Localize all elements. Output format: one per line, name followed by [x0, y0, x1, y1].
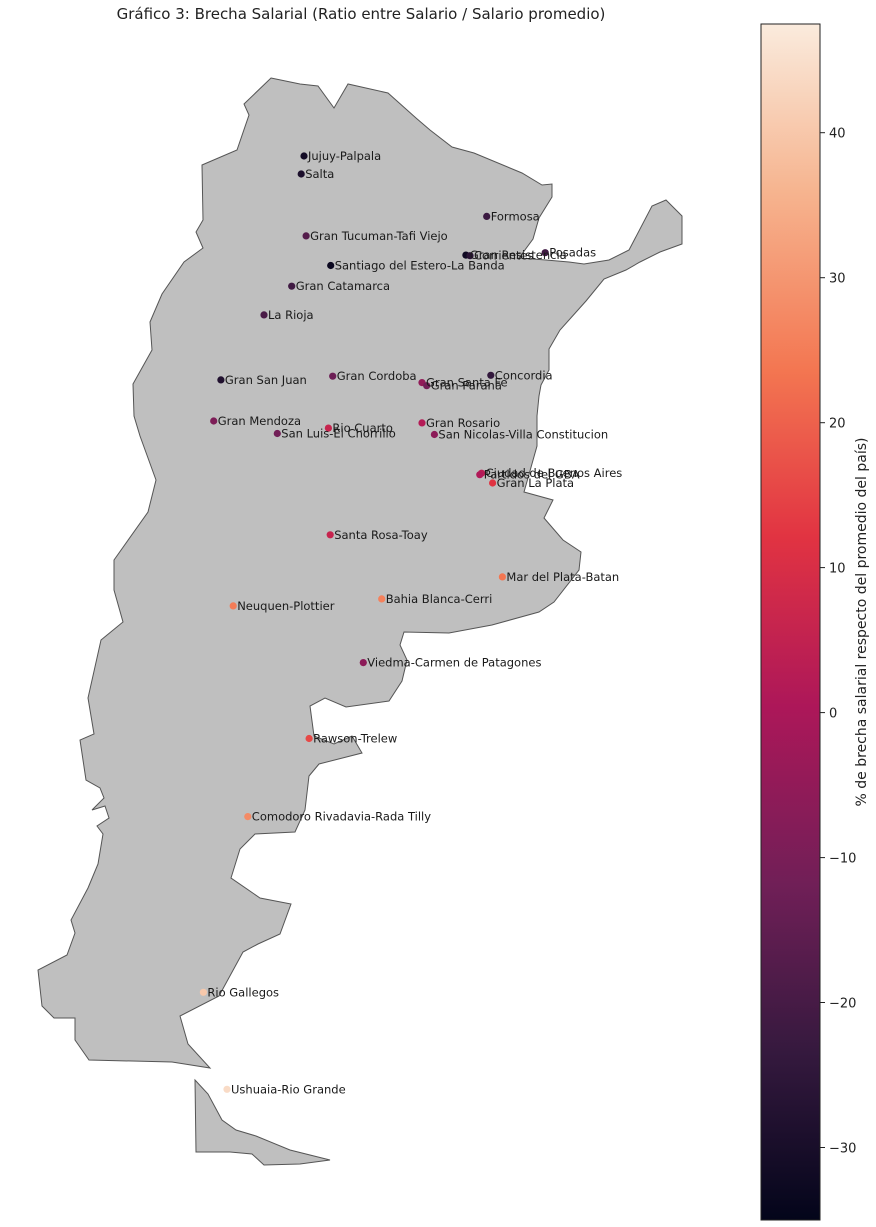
- city-point: [487, 371, 495, 379]
- city-point: [483, 212, 491, 220]
- colorbar-tick-label: −20: [829, 997, 856, 1012]
- city-point: [297, 170, 305, 178]
- city-point: [329, 372, 337, 380]
- city-label: Salta: [305, 167, 334, 181]
- city-label: Gran Parana: [431, 379, 502, 393]
- city-label: Comodoro Rivadavia-Rada Tilly: [252, 810, 431, 824]
- city-point: [359, 659, 367, 667]
- city-point: [498, 573, 506, 581]
- city-label: Gran Santa Fe: [426, 376, 508, 390]
- colorbar-tick-label: 20: [829, 417, 846, 432]
- city-label: Gran Cordoba: [337, 369, 417, 383]
- city-point: [489, 479, 497, 487]
- city-label: Jujuy-Palpala: [307, 149, 381, 163]
- colorbar-ticks: −30 −20 −10 0 10 20 30 40: [820, 127, 856, 1157]
- colorbar-axis-label: % de brecha salarial respecto del promed…: [854, 438, 870, 807]
- city-point: [418, 419, 426, 427]
- colorbar: −30 −20 −10 0 10 20 30 40 % de brecha salarial …: [760, 23, 870, 1221]
- city-label: Posadas: [549, 246, 596, 260]
- city-point: [300, 152, 308, 160]
- city-label: Partidos del GBA: [484, 468, 580, 482]
- city-point: [378, 595, 386, 603]
- city-point: [327, 261, 335, 270]
- colorbar-tick-label: −30: [829, 1142, 856, 1157]
- city-label: Ushuaia-Rio Grande: [231, 1082, 346, 1096]
- city-point: [223, 1085, 231, 1093]
- city-point: [260, 311, 268, 319]
- city-label: Neuquen-Plottier: [237, 599, 335, 613]
- city-labels: Jujuy-Palpala Salta Formosa Gran Tucuman-Ta…: [207, 149, 622, 1096]
- city-label: Corrientes: [474, 249, 533, 263]
- city-point: [288, 282, 296, 290]
- city-point: [229, 602, 237, 610]
- city-point: [476, 471, 484, 479]
- city-point: [324, 424, 332, 432]
- city-label: Gran San Juan: [225, 373, 307, 387]
- city-label: Gran Rosario: [426, 416, 500, 430]
- city-label: San Luis-El Chorrillo: [281, 427, 395, 441]
- argentina-map: [37, 77, 683, 1166]
- colorbar-gradient: [761, 24, 820, 1220]
- city-points: [199, 152, 549, 1093]
- city-point: [423, 382, 431, 390]
- city-label: La Rioja: [268, 308, 314, 322]
- city-point: [430, 430, 438, 439]
- city-label: Mar del Plata-Batan: [506, 570, 619, 584]
- tierra-del-fuego-polygon: [194, 1078, 331, 1166]
- city-label: Concordia: [495, 368, 553, 382]
- city-label: Santiago del Estero-La Banda: [335, 259, 505, 273]
- colorbar-tick-label: 40: [829, 127, 846, 142]
- city-label: Gran Catamarca: [296, 279, 390, 293]
- city-label: Formosa: [491, 209, 540, 223]
- city-label: Rio Gallegos: [207, 985, 279, 999]
- city-label: Viedma-Carmen de Patagones: [367, 656, 541, 670]
- city-label: Rawson-Trelew: [313, 732, 397, 746]
- city-label: Rio Cuarto: [332, 421, 393, 435]
- city-label: Gran La Plata: [497, 476, 574, 490]
- chart-title: Gráfico 3: Brecha Salarial (Ratio entre …: [117, 5, 606, 23]
- colorbar-tick-label: −10: [829, 852, 856, 867]
- colorbar-tick-label: 0: [829, 707, 837, 722]
- city-label: Gran Mendoza: [218, 414, 301, 428]
- colorbar-tick-label: 10: [829, 562, 846, 577]
- mainland-polygon: [37, 77, 683, 1069]
- city-point: [302, 232, 310, 240]
- city-point: [217, 376, 225, 384]
- city-point: [244, 813, 252, 821]
- city-label: Ciudad de Buenos Aires: [486, 466, 623, 480]
- city-point: [541, 249, 549, 257]
- colorbar-tick-label: 30: [829, 272, 846, 287]
- city-label: Bahia Blanca-Cerri: [386, 592, 493, 606]
- colorbar-frame: [760, 23, 821, 1221]
- city-point: [210, 417, 218, 425]
- city-point: [466, 252, 474, 260]
- city-label: Gran Resistencia: [470, 248, 567, 262]
- city-point: [199, 988, 207, 996]
- city-label: Gran Tucuman-Tafi Viejo: [310, 229, 448, 243]
- city-point: [305, 734, 313, 743]
- city-point: [326, 531, 334, 539]
- city-point: [273, 429, 281, 438]
- city-label: Santa Rosa-Toay: [334, 528, 428, 542]
- city-label: San Nicolas-Villa Constitucion: [438, 428, 608, 442]
